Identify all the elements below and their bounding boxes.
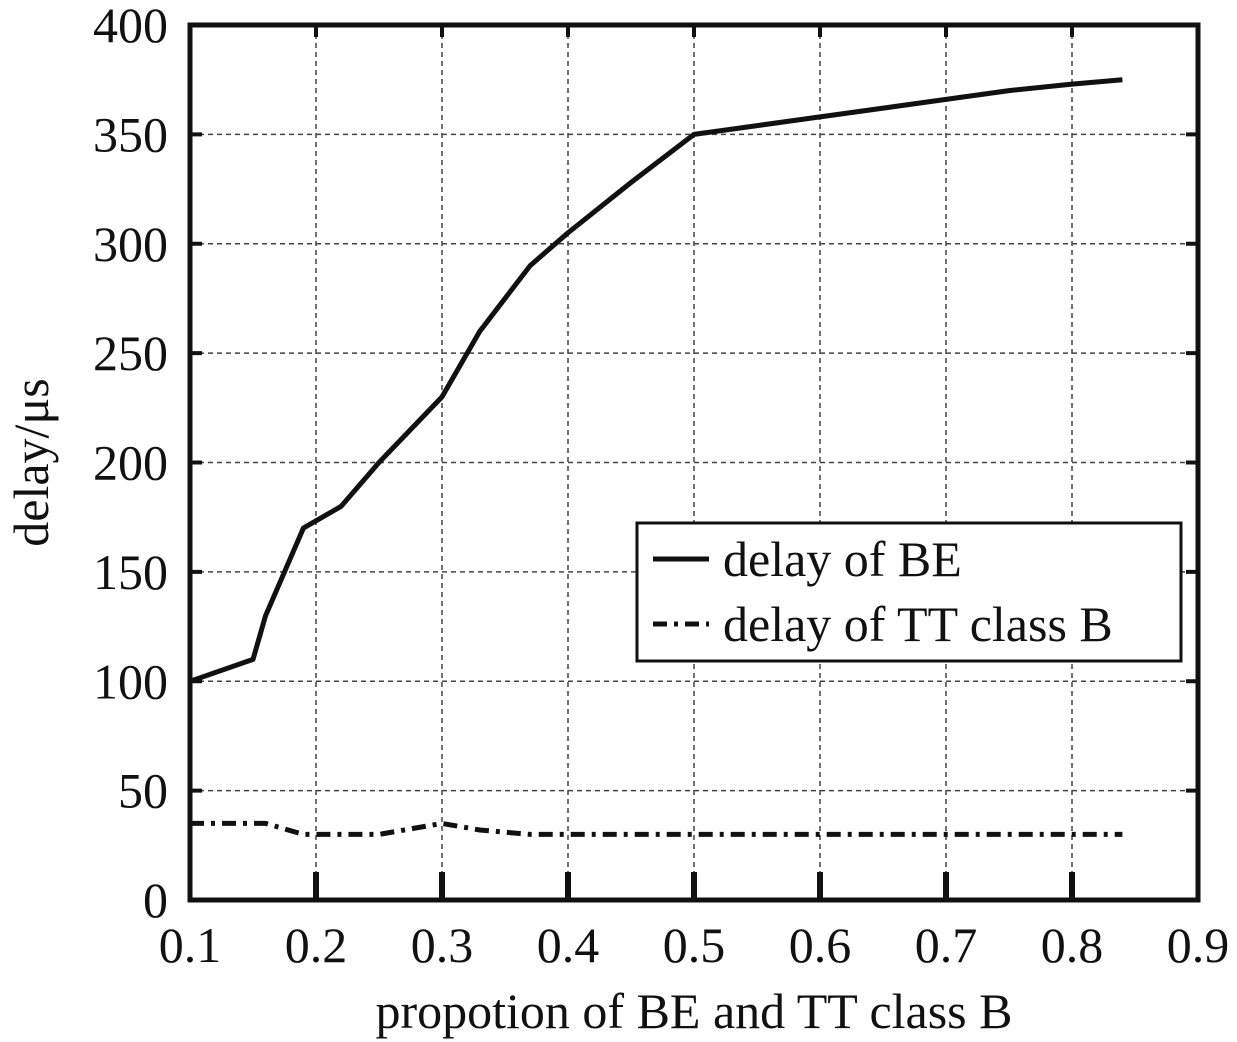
y-tick-label: 300 [93,216,168,272]
x-tick-label: 0.5 [663,917,726,973]
y-tick-label: 100 [93,653,168,709]
legend-box [635,521,1183,663]
x-tick-label: 0.1 [159,917,222,973]
x-tick-label: 0.2 [285,917,348,973]
x-tick-label: 0.3 [411,917,474,973]
legend-label-be: delay of BE [723,531,962,587]
y-axis-label: delay/μs [3,378,59,546]
x-tick-label: 0.6 [789,917,852,973]
y-tick-labels: 0 50 100 150 200 250 300 350 400 [93,0,168,928]
y-tick-label: 0 [143,872,168,928]
plot-frame [187,22,1201,903]
series-line-tt-class-b [190,820,1123,837]
legend: delay of BE delay of TT class B [635,521,1183,663]
y-tick-label: 350 [93,106,168,162]
y-tick-label: 400 [93,0,168,53]
grid-lines [190,25,1198,900]
x-tick-label: 0.4 [537,917,600,973]
y-tick-label: 150 [93,544,168,600]
x-axis-label: propotion of BE and TT class B [376,983,1013,1039]
series-line-be [189,77,1123,684]
y-tick-label: 250 [93,325,168,381]
x-tick-label: 0.7 [915,917,978,973]
series-lines [189,77,1123,837]
x-tick-label: 0.8 [1041,917,1104,973]
y-tick-label: 200 [93,435,168,491]
y-tick-label: 50 [118,763,168,819]
x-tick-label: 0.9 [1167,917,1230,973]
x-tick-labels: 0.1 0.2 0.3 0.4 0.5 0.6 0.7 0.8 0.9 [159,917,1230,973]
legend-label-tt-class-b: delay of TT class B [723,596,1113,652]
